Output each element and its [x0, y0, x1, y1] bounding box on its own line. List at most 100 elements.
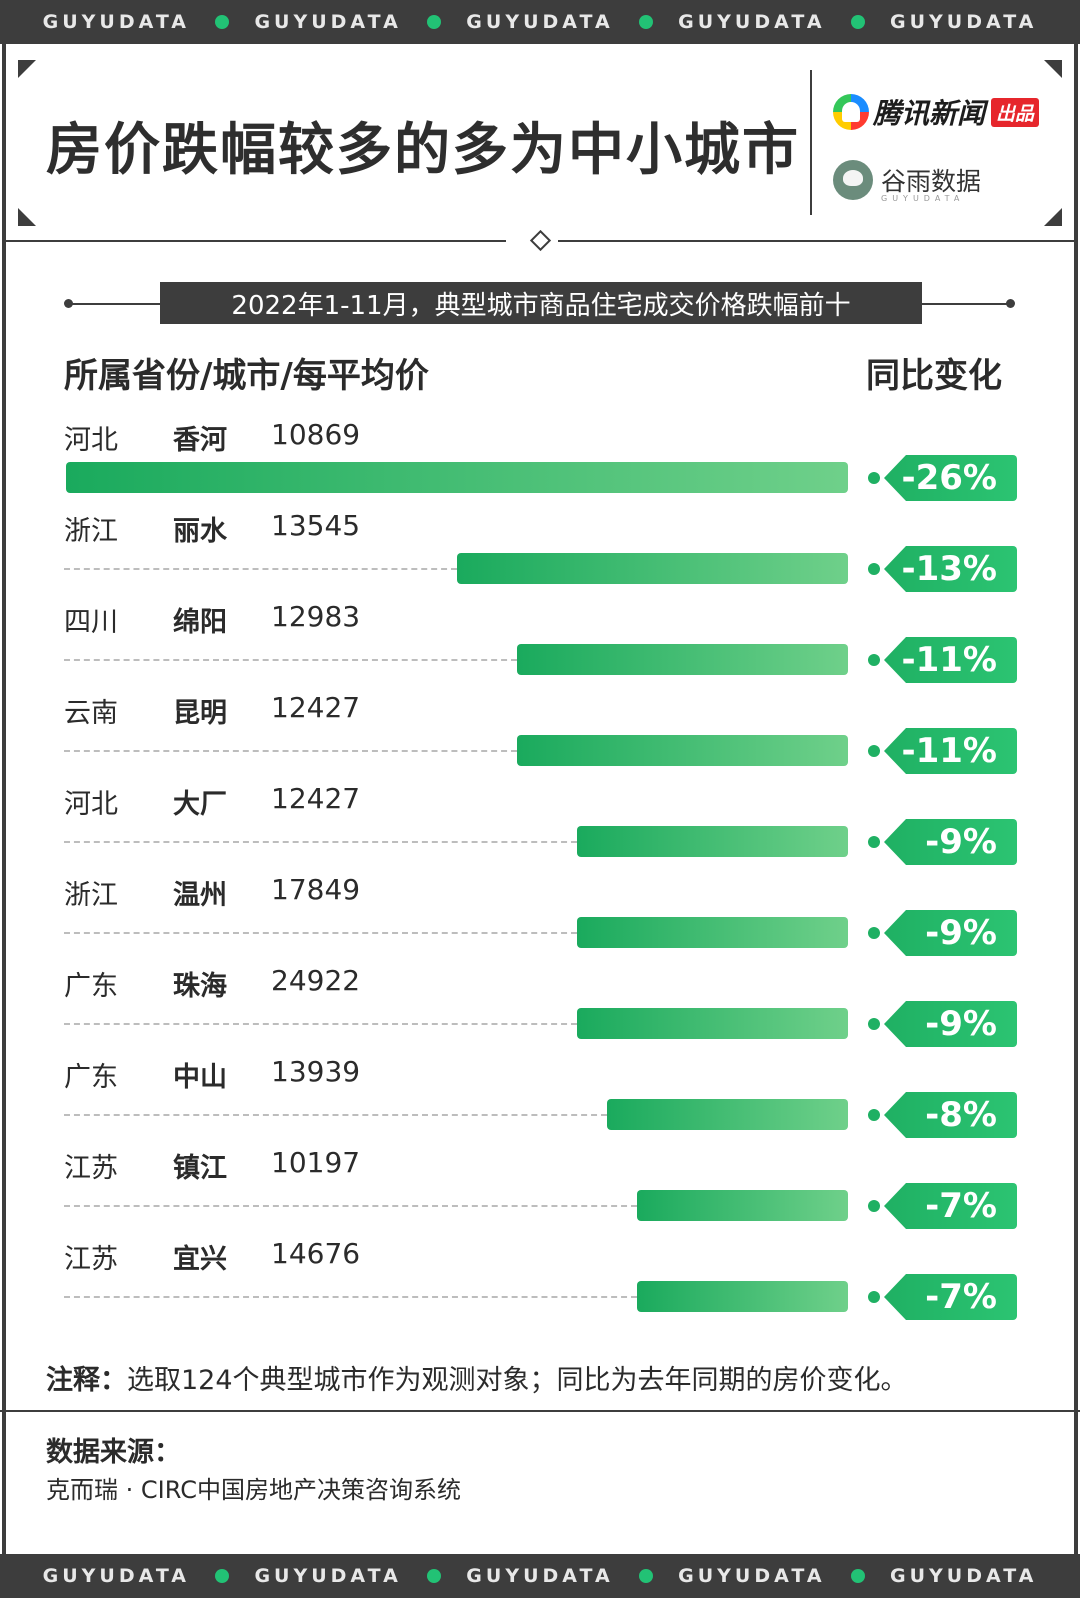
footer-separator	[0, 1410, 1080, 1412]
guyu-data-logo: 谷雨数据 GUYUDATA	[833, 160, 982, 203]
price-label: 12427	[271, 782, 361, 815]
source-text: 克而瑞 · CIRC中国房地产决策咨询系统	[46, 1476, 461, 1504]
dashed-guide	[64, 1023, 577, 1025]
price-label: 13545	[271, 509, 361, 542]
guyu-data-name: 谷雨数据	[881, 167, 982, 196]
city-label: 绵阳	[173, 607, 227, 638]
bar	[577, 826, 848, 857]
guyu-data-subtext: GUYUDATA	[881, 194, 965, 203]
price-label: 13939	[271, 1055, 361, 1088]
subtitle-rule-dot	[1006, 299, 1015, 308]
bar	[517, 644, 848, 675]
tencent-news-logo: 腾讯新闻 出品	[833, 92, 1040, 132]
city-label: 丽水	[173, 516, 227, 547]
bar	[577, 1008, 848, 1039]
subtitle-rule-right	[918, 303, 1008, 305]
tencent-news-name: 腾讯新闻	[873, 97, 986, 130]
province-label: 河北	[64, 789, 118, 820]
bar-pin-icon	[868, 1200, 880, 1212]
price-label: 10197	[271, 1146, 361, 1179]
province-label: 浙江	[64, 516, 118, 547]
value-label: -13%	[884, 546, 1017, 592]
city-label: 香河	[173, 425, 227, 456]
value-label: -7%	[884, 1183, 1017, 1229]
value-label: -26%	[884, 455, 1017, 501]
value-label: -8%	[884, 1092, 1017, 1138]
bar-pin-icon	[868, 1018, 880, 1030]
bar-pin-icon	[868, 745, 880, 757]
top-watermark-band: GUYUDATA GUYUDATA GUYUDATA GUYUDATA GUYU…	[0, 0, 1080, 44]
bar-pin-icon	[868, 927, 880, 939]
value-label: -11%	[884, 637, 1017, 683]
bird-icon	[833, 160, 873, 200]
province-label: 广东	[64, 1062, 118, 1093]
band-word: GUYUDATA	[678, 11, 826, 33]
dashed-guide	[64, 841, 577, 843]
bar	[66, 462, 848, 493]
price-label: 10869	[271, 418, 361, 451]
bar	[637, 1281, 848, 1312]
header-divider	[810, 70, 812, 215]
chart-subtitle: 2022年1-11月，典型城市商品住宅成交价格跌幅前十	[160, 282, 922, 324]
province-label: 云南	[64, 698, 118, 729]
price-label: 12983	[271, 600, 361, 633]
dashed-guide	[64, 1114, 607, 1116]
band-word: GUYUDATA	[889, 1565, 1038, 1587]
bar-pin-icon	[868, 472, 880, 484]
corner-mark-icon	[18, 60, 36, 78]
column-header-right: 同比变化	[866, 356, 1002, 396]
band-word: GUYUDATA	[254, 1565, 402, 1587]
dashed-guide	[64, 568, 457, 570]
bar	[457, 553, 848, 584]
price-label: 12427	[271, 691, 361, 724]
band-word: GUYUDATA	[678, 1565, 826, 1587]
band-dot-icon	[850, 1569, 865, 1583]
footnote-text: 选取124个典型城市作为观测对象；同比为去年同期的房价变化。	[127, 1365, 908, 1396]
page-title: 房价跌幅较多的多为中小城市	[46, 118, 800, 183]
value-label: -7%	[884, 1274, 1017, 1320]
dashed-guide	[64, 750, 517, 752]
page-frame	[2, 44, 1078, 1554]
band-dot-icon	[215, 15, 230, 29]
header-rule-right	[558, 240, 1074, 242]
city-label: 珠海	[173, 971, 227, 1002]
value-label: -9%	[884, 1001, 1017, 1047]
dashed-guide	[64, 1296, 637, 1298]
price-label: 14676	[271, 1237, 361, 1270]
bar	[607, 1099, 848, 1130]
header-rule-left	[6, 240, 506, 242]
bar	[637, 1190, 848, 1221]
price-label: 24922	[271, 964, 361, 997]
dashed-guide	[64, 932, 577, 934]
bottom-watermark-band: GUYUDATA GUYUDATA GUYUDATA GUYUDATA GUYU…	[0, 1554, 1080, 1598]
band-word: GUYUDATA	[466, 1565, 614, 1587]
band-word: GUYUDATA	[889, 11, 1038, 33]
city-label: 温州	[173, 880, 227, 911]
province-label: 广东	[64, 971, 118, 1002]
produced-badge: 出品	[991, 97, 1040, 127]
city-label: 昆明	[173, 698, 227, 729]
band-dot-icon	[638, 1569, 653, 1583]
city-label: 中山	[173, 1062, 227, 1093]
province-label: 河北	[64, 425, 118, 456]
province-label: 浙江	[64, 880, 118, 911]
tencent-bell-icon	[833, 94, 869, 130]
bar	[517, 735, 848, 766]
city-label: 大厂	[173, 789, 227, 820]
dashed-guide	[64, 1205, 637, 1207]
source-title: 数据来源：	[46, 1437, 181, 1468]
province-label: 江苏	[64, 1153, 118, 1184]
city-label: 宜兴	[173, 1244, 227, 1275]
band-word: GUYUDATA	[254, 11, 402, 33]
bar-pin-icon	[868, 1109, 880, 1121]
province-label: 江苏	[64, 1244, 118, 1275]
corner-mark-icon	[1044, 208, 1062, 226]
band-dot-icon	[638, 15, 653, 29]
value-label: -11%	[884, 728, 1017, 774]
city-label: 镇江	[173, 1153, 227, 1184]
footnote: 注释：选取124个典型城市作为观测对象；同比为去年同期的房价变化。	[46, 1358, 908, 1397]
band-dot-icon	[850, 15, 865, 29]
bar	[577, 917, 848, 948]
dashed-guide	[64, 659, 517, 661]
bar-pin-icon	[868, 836, 880, 848]
